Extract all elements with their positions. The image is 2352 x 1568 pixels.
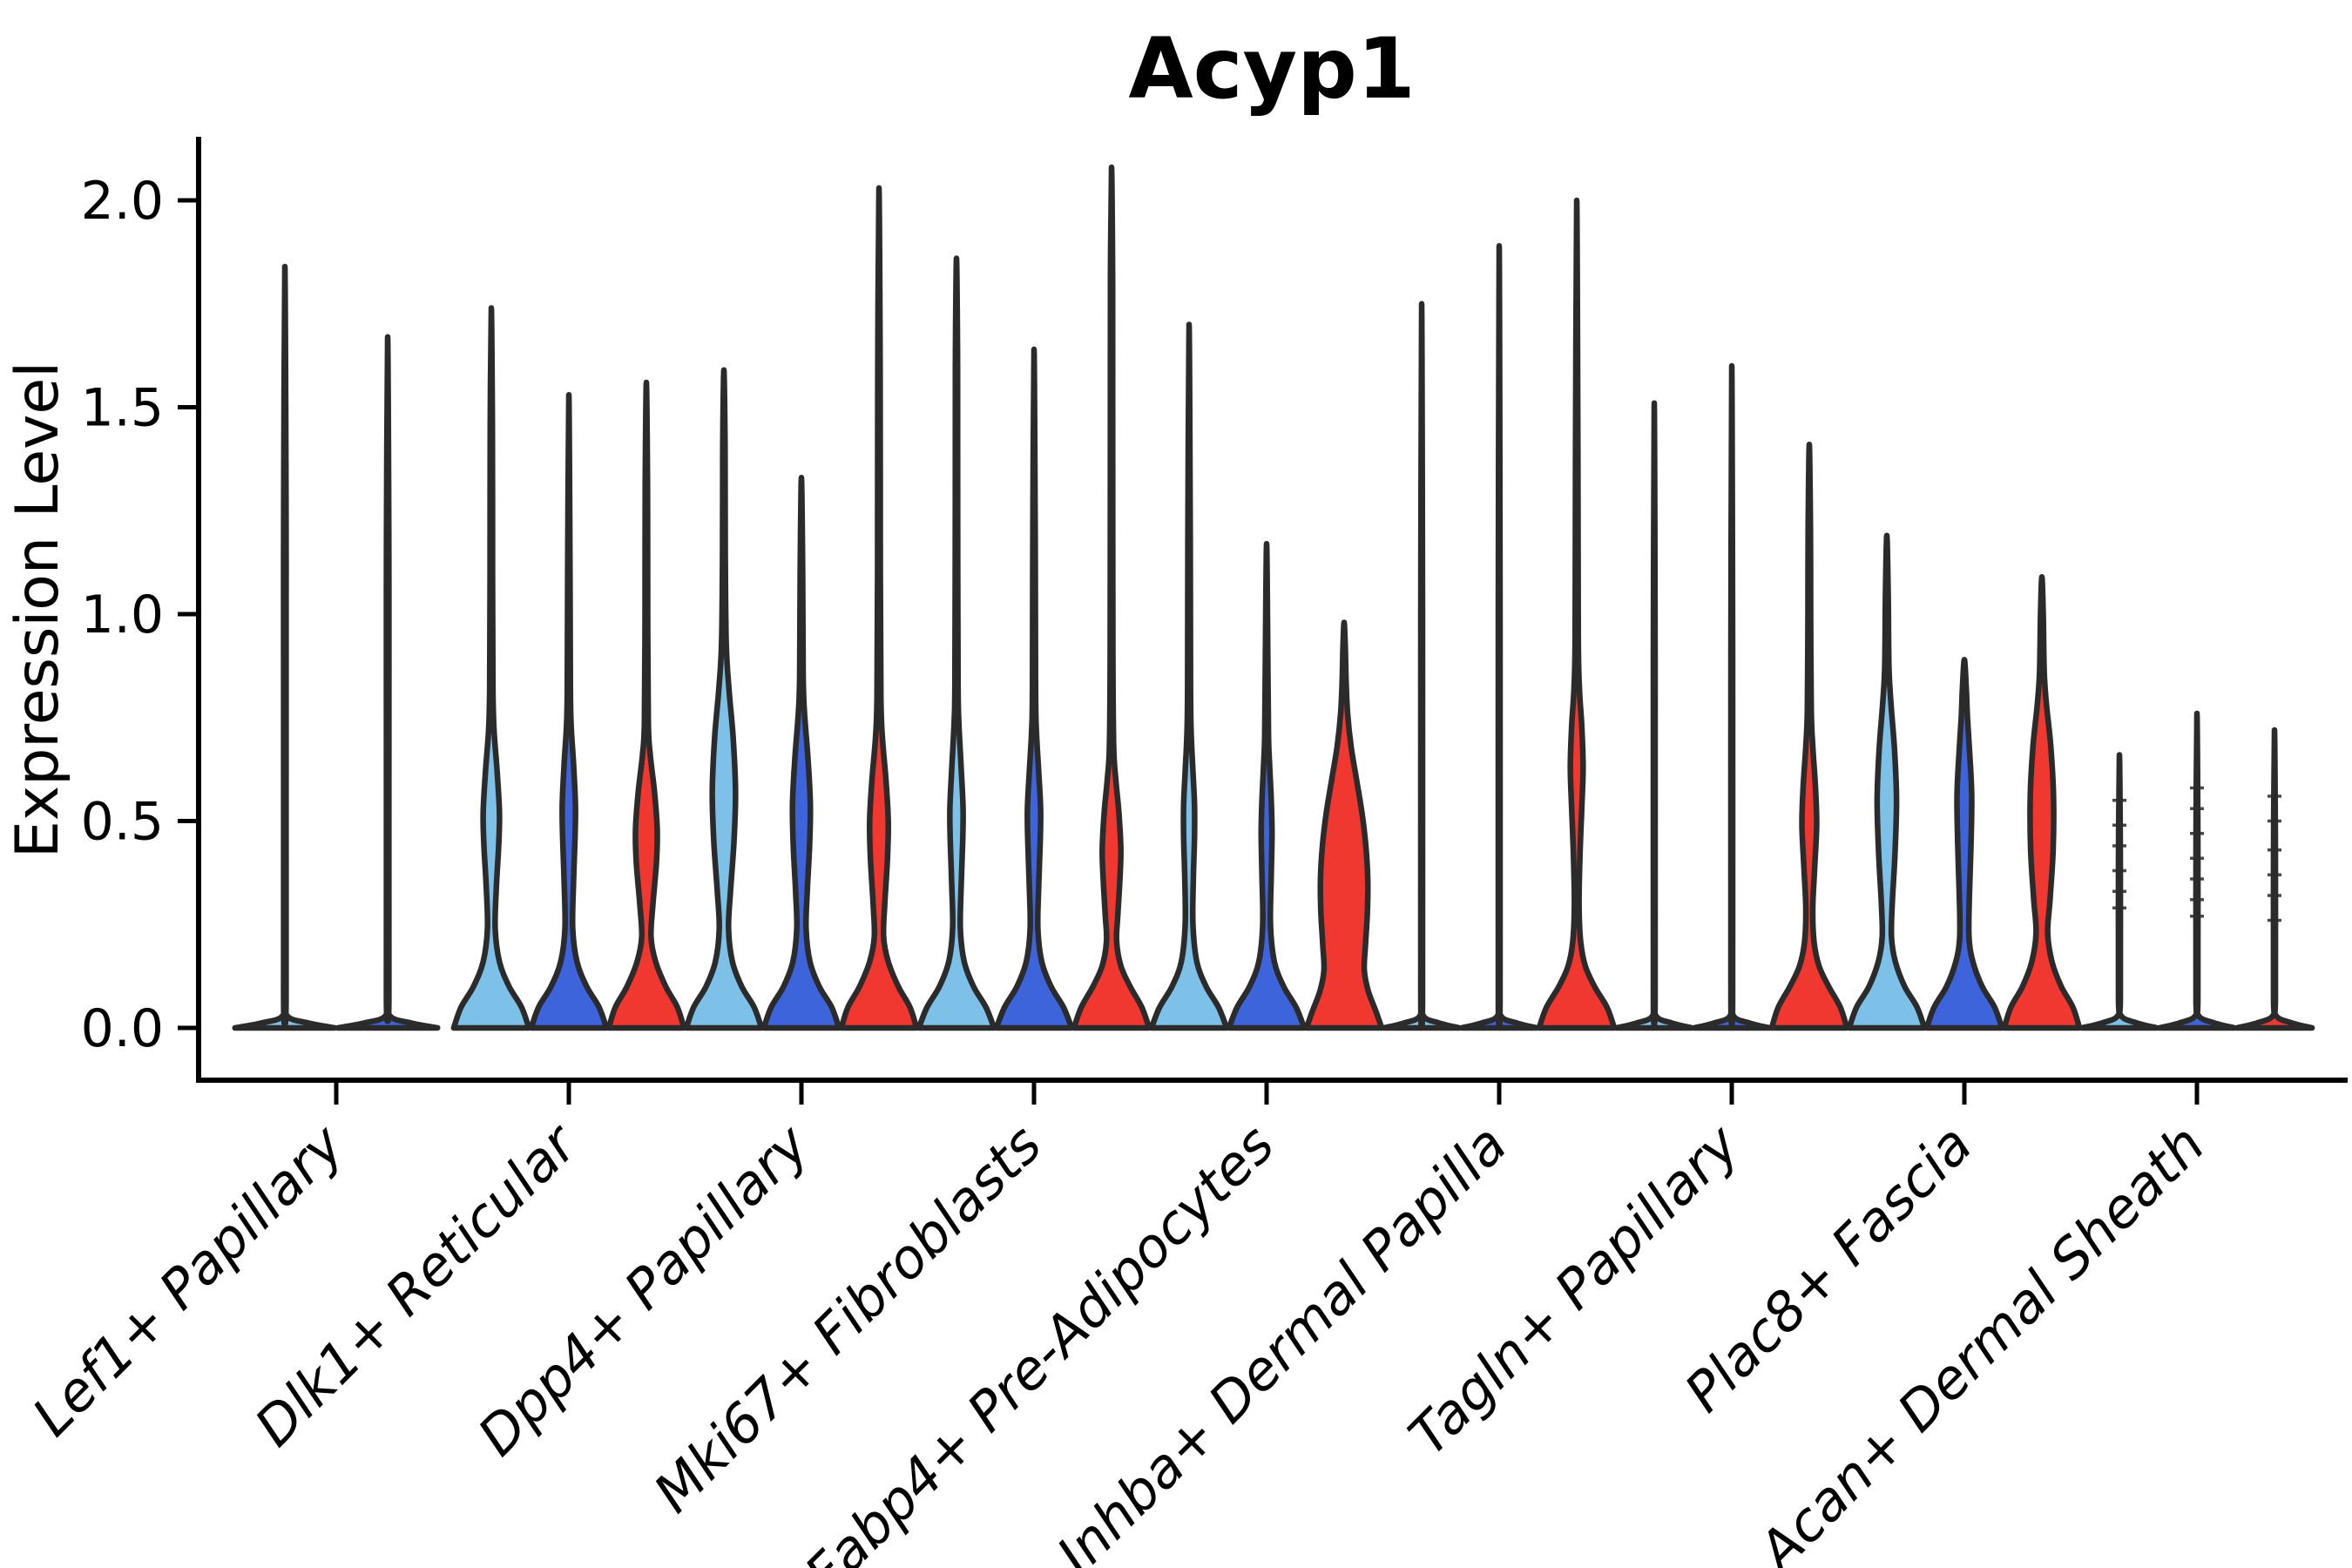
violin-dpp4-papillary-hue0	[683, 367, 765, 1031]
y-tick-label-1.5: 1.5	[81, 378, 164, 439]
violin-tagln-papillary-hue0	[1613, 400, 1695, 1031]
violin-lef1-papillary-hue1	[335, 334, 441, 1031]
violin-dlk1-reticular-hue1	[528, 392, 610, 1031]
violin-dpp4-papillary-hue2	[838, 185, 920, 1031]
violin-dlk1-reticular-hue2	[605, 379, 687, 1031]
violin-plac8-fascia-hue0	[1846, 532, 1928, 1031]
violin-inhba-dermal-papilla-hue1	[1458, 243, 1540, 1031]
violin-acan-dermal-sheath-hue2	[2234, 727, 2315, 1031]
violin-fabp4-pre-adipocytes-hue0	[1148, 321, 1230, 1031]
violin-fabp4-pre-adipocytes-hue1	[1226, 541, 1308, 1031]
chart-title: Acyp1	[1128, 20, 1415, 118]
violin-inhba-dermal-papilla-hue2	[1536, 197, 1618, 1031]
x-tick-label-inhba-dermal-papilla: Inhba+ Dermal Papilla	[1044, 1112, 1518, 1568]
violin-plac8-fascia-hue2	[2001, 574, 2083, 1031]
violins-layer	[232, 164, 2315, 1031]
violin-dlk1-reticular-hue0	[450, 305, 532, 1031]
violin-acan-dermal-sheath-hue1	[2156, 710, 2238, 1031]
violin-inhba-dermal-papilla-hue0	[1381, 301, 1463, 1031]
x-tick-label-mki67-fibroblasts: Mki67+ Fibroblasts	[641, 1112, 1053, 1524]
y-tick-label-1.0: 1.0	[81, 585, 164, 645]
y-tick-label-2.0: 2.0	[81, 171, 164, 232]
violin-fabp4-pre-adipocytes-hue2	[1303, 619, 1385, 1031]
y-axis-ticks: 0.0 0.5 1.0 1.5 2.0	[81, 171, 199, 1059]
violin-mki67-fibroblasts-hue2	[1071, 164, 1152, 1031]
violin-tagln-papillary-hue1	[1691, 362, 1773, 1031]
x-tick-label-acan-dermal-sheath: Acan+ Dermal Sheath	[1744, 1112, 2217, 1568]
violin-mki67-fibroblasts-hue1	[993, 346, 1075, 1031]
y-tick-label-0.5: 0.5	[81, 792, 164, 853]
violin-lef1-papillary-hue0	[232, 263, 338, 1031]
y-axis-label: Expression Level	[3, 362, 72, 858]
violin-mki67-fibroblasts-hue0	[916, 255, 997, 1031]
violin-tagln-papillary-hue2	[1768, 442, 1850, 1031]
violin-plac8-fascia-hue1	[1923, 657, 2005, 1031]
violin-dpp4-papillary-hue1	[760, 475, 842, 1031]
y-tick-label-0.0: 0.0	[81, 998, 164, 1059]
